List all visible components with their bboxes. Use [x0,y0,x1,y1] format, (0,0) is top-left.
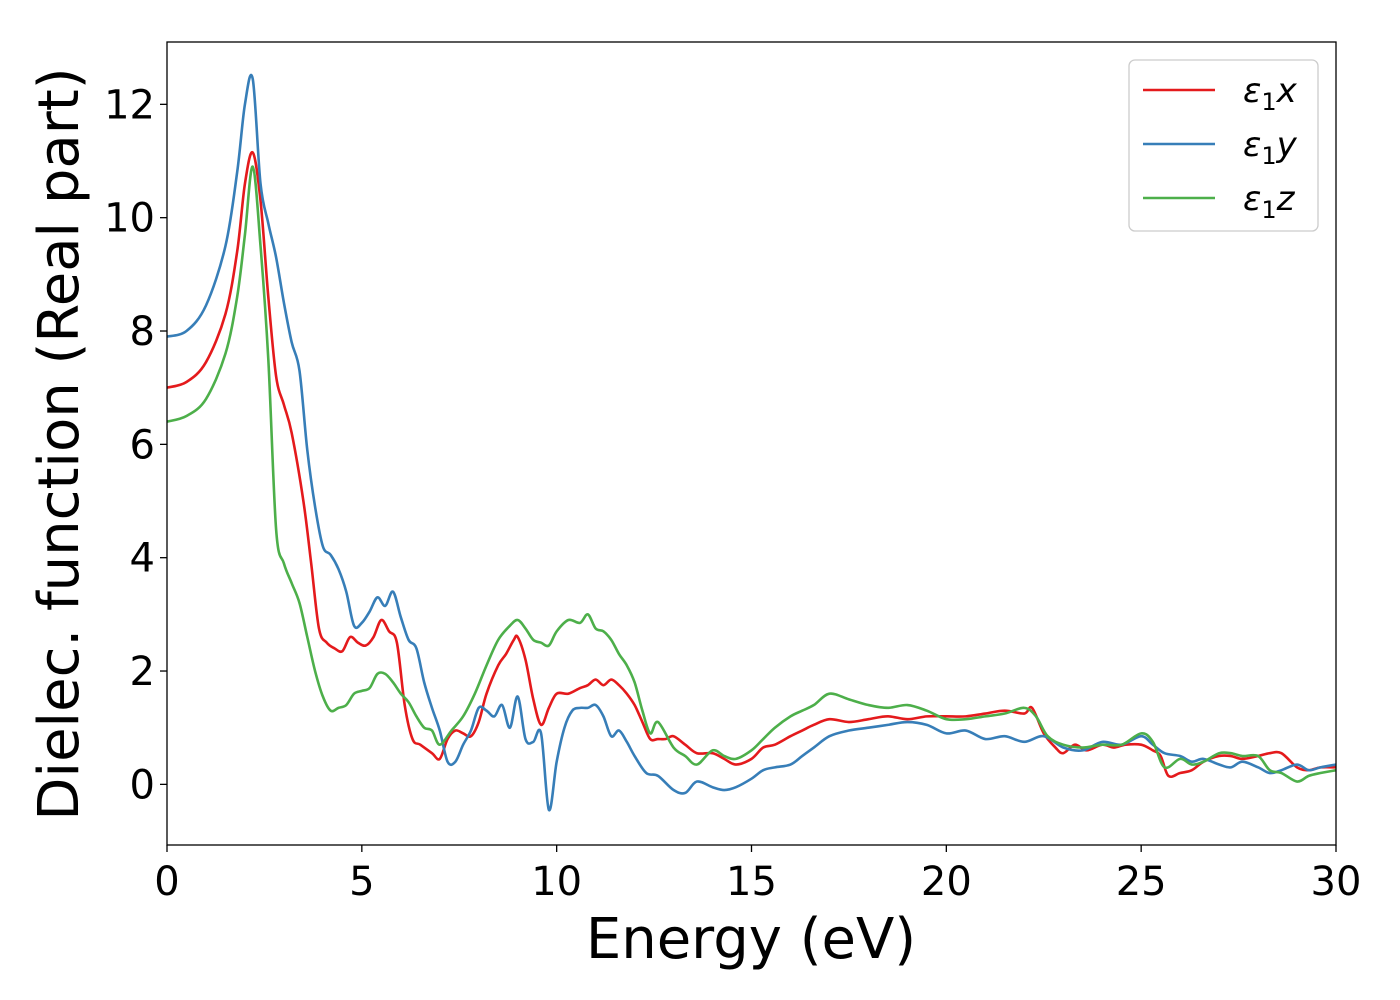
y-tick-label: 4 [130,536,155,582]
y-axis: 0 2 4 6 8 10 12 [104,82,167,808]
x-tick-label: 25 [1116,859,1167,905]
legend-label-z: ε1z [1243,179,1296,224]
y-tick-label: 10 [104,196,155,242]
y-tick-label: 2 [130,649,155,695]
y-axis-title: Dielec. function (Real part) [27,67,92,820]
series-line-y [167,73,1336,812]
legend: ε1x ε1y ε1z [1128,59,1319,232]
y-tick-label: 12 [104,82,155,128]
x-tick-label: 0 [154,859,179,905]
x-tick-label: 10 [531,859,582,905]
legend-label-y: ε1y [1243,125,1298,170]
x-tick-label: 20 [921,859,972,905]
legend-label-x: ε1x [1243,71,1298,116]
x-tick-label: 30 [1311,859,1362,905]
y-tick-label: 0 [130,762,155,808]
series-line-x [167,151,1336,779]
x-tick-label: 5 [349,859,374,905]
legend-box [1128,59,1319,232]
x-tick-label: 15 [726,859,777,905]
x-axis-title: Energy (eV) [586,907,916,972]
y-tick-label: 6 [130,422,155,468]
y-tick-label: 8 [130,309,155,355]
plot-area [167,73,1336,812]
series-line-z [167,165,1336,783]
x-axis: 0 5 10 15 20 25 30 [154,845,1361,905]
